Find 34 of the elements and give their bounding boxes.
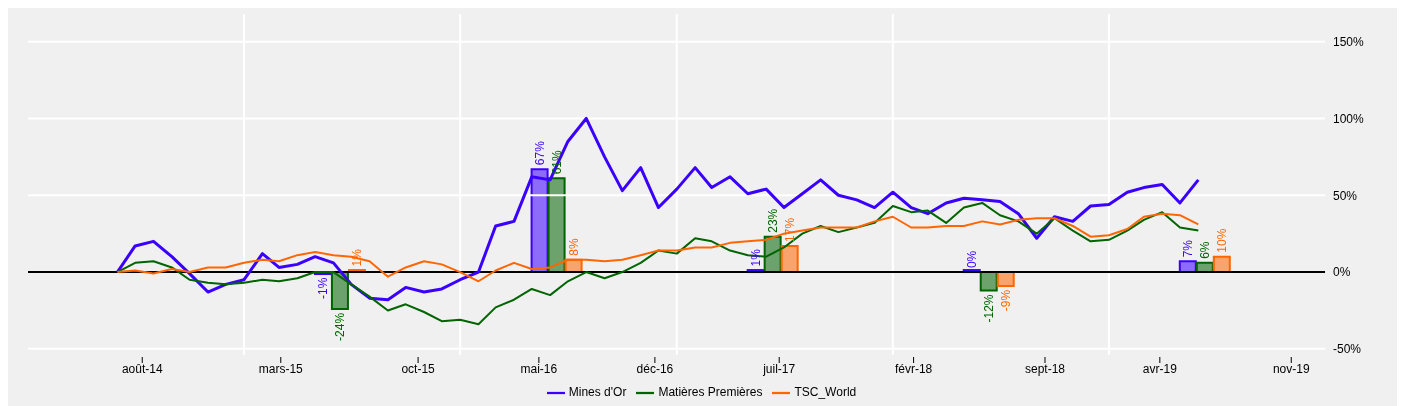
- bar: [996, 271, 1015, 287]
- x-tick-label: mars-15: [258, 362, 304, 376]
- x-tick-label: oct-15: [401, 362, 436, 376]
- data-label: -24%: [332, 312, 347, 341]
- x-tick-label: août-14: [121, 362, 163, 376]
- data-label: 10%: [1214, 228, 1229, 253]
- x-tick-label: avr-19: [1142, 362, 1178, 376]
- x-tick-label: nov-19: [1272, 362, 1310, 376]
- data-label: -1%: [315, 277, 330, 299]
- data-label: -9%: [998, 289, 1013, 312]
- x-tick-label: mai-16: [520, 362, 558, 376]
- legend-label: TSC_World: [794, 385, 857, 400]
- x-tick-label: sept-18: [1024, 362, 1066, 376]
- bar: [780, 244, 799, 274]
- x-tick-label: févr-18: [894, 362, 933, 376]
- y-tick-label: 50%: [1333, 188, 1358, 203]
- y-tick-label: 100%: [1333, 111, 1365, 126]
- data-label: 67%: [532, 140, 547, 166]
- data-label: 1%: [748, 248, 763, 267]
- y-tick-label: -50%: [1333, 342, 1362, 357]
- y-tick-label: 150%: [1333, 34, 1365, 49]
- y-tick-label: 0%: [1333, 265, 1351, 280]
- x-tick-label: déc-16: [636, 362, 674, 376]
- data-label: 6%: [1197, 241, 1212, 259]
- data-label: -12%: [981, 294, 996, 323]
- data-label: 23%: [765, 208, 780, 233]
- data-label: 0%: [964, 250, 979, 269]
- bar: [547, 177, 566, 274]
- x-tick-label: juil-17: [762, 362, 796, 376]
- data-label: 7%: [1180, 239, 1195, 258]
- data-label: 8%: [566, 238, 581, 256]
- data-label: 61%: [549, 150, 564, 175]
- legend-label: Matières Premières: [658, 385, 763, 400]
- legend-label: Mines d'Or: [568, 385, 627, 400]
